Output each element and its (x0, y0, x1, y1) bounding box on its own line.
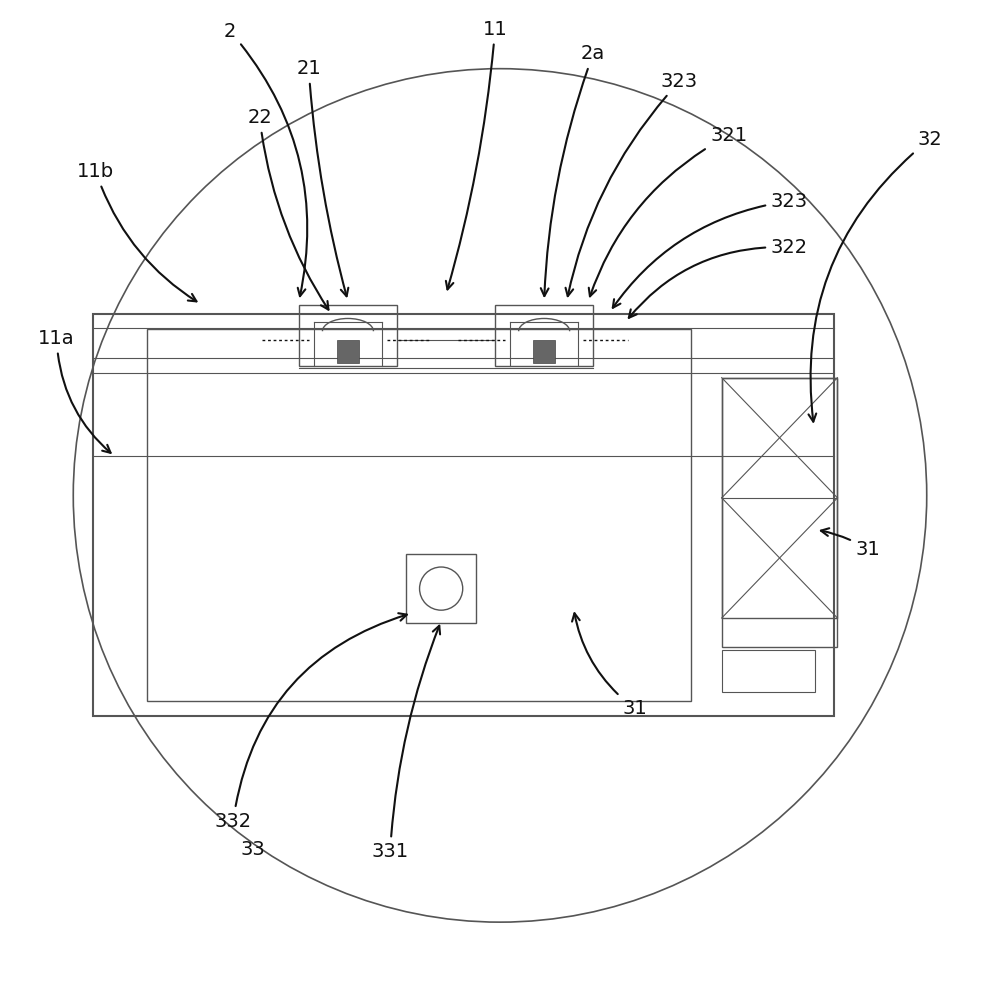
Text: 323: 323 (613, 191, 808, 308)
Text: 321: 321 (589, 126, 747, 296)
Text: 32: 32 (808, 129, 942, 422)
Bar (495, 305, 593, 366)
Text: 2: 2 (224, 22, 307, 296)
Text: 2a: 2a (541, 44, 605, 296)
Bar (299, 305, 397, 366)
Text: 22: 22 (247, 108, 328, 310)
Text: 21: 21 (296, 59, 348, 296)
Text: 331: 331 (372, 626, 440, 861)
Text: 31: 31 (821, 528, 880, 559)
Bar (406, 554, 476, 623)
Text: 11b: 11b (77, 162, 196, 301)
Bar (337, 339, 359, 363)
Text: 332: 332 (215, 613, 407, 831)
Text: 322: 322 (629, 237, 808, 318)
Bar (147, 329, 691, 701)
Text: 11a: 11a (38, 329, 111, 453)
Text: 31: 31 (572, 613, 647, 718)
Bar (722, 378, 837, 618)
Text: 323: 323 (566, 72, 698, 296)
Bar (722, 378, 837, 647)
Bar (533, 339, 555, 363)
Bar (722, 650, 815, 692)
Bar (93, 314, 834, 716)
Text: 33: 33 (240, 841, 265, 859)
Text: 11: 11 (446, 20, 507, 289)
